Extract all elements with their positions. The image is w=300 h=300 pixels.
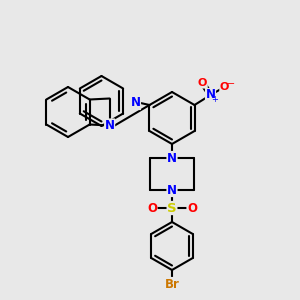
Text: Br: Br	[165, 278, 179, 290]
Text: −: −	[227, 79, 236, 89]
Text: O: O	[220, 82, 229, 92]
Text: N: N	[167, 152, 177, 164]
Text: N: N	[206, 88, 215, 101]
Text: N: N	[130, 97, 140, 110]
Text: N: N	[167, 184, 177, 196]
Text: O: O	[187, 202, 197, 214]
Text: +: +	[211, 95, 218, 104]
Text: O: O	[198, 78, 207, 88]
Text: N: N	[105, 119, 115, 132]
Text: S: S	[167, 202, 177, 214]
Text: O: O	[147, 202, 157, 214]
